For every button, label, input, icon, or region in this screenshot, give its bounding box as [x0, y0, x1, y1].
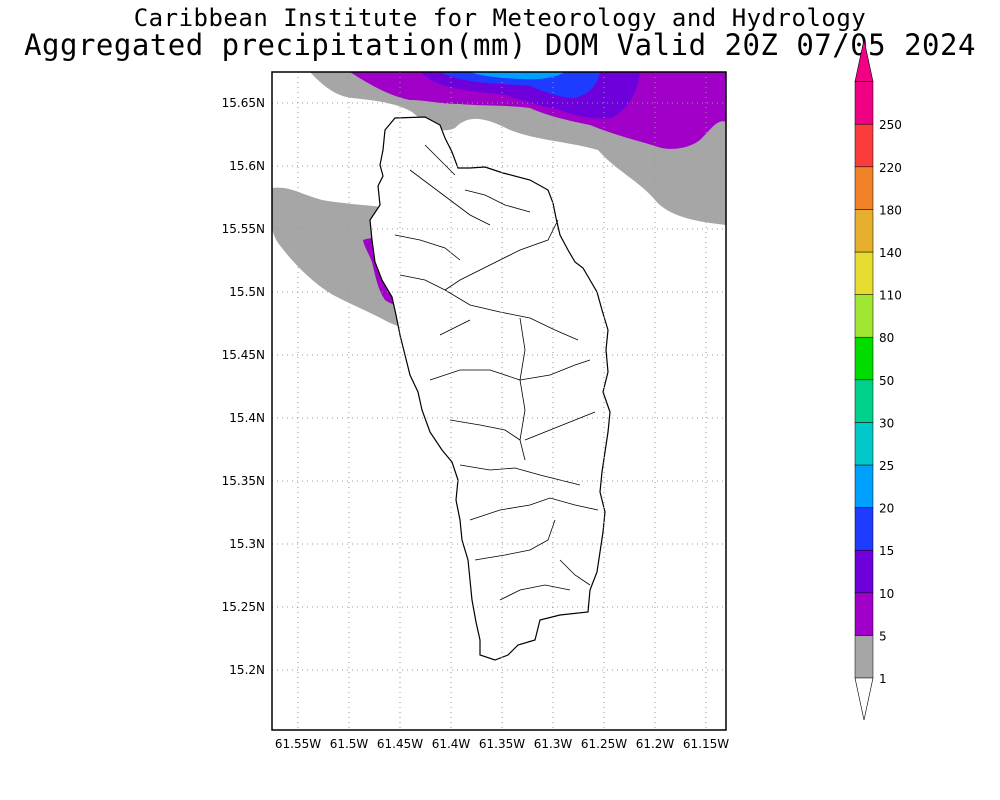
- lat-tick: 15.55N: [222, 222, 265, 236]
- colorbar-label: 5: [879, 629, 887, 643]
- colorbar-label: 15: [879, 544, 894, 558]
- colorbar-label: 10: [879, 587, 894, 601]
- institute-title: Caribbean Institute for Meteorology and …: [133, 4, 867, 32]
- colorbar-swatch: [854, 549, 874, 594]
- lon-tick: 61.35W: [479, 737, 525, 751]
- colorbar-swatch: [854, 294, 874, 338]
- colorbar-label: 180: [879, 203, 902, 217]
- colorbar-swatch: [854, 635, 874, 679]
- colorbar-label: 1: [879, 672, 887, 686]
- colorbar-over-arrow: [854, 39, 874, 82]
- colorbar-swatch: [854, 251, 874, 295]
- longitude-labels: 61.55W 61.5W 61.45W 61.4W 61.35W 61.3W 6…: [275, 737, 729, 751]
- colorbar-swatch: [854, 336, 874, 381]
- colorbar-swatch: [854, 379, 874, 423]
- colorbar-swatch: [854, 464, 874, 508]
- colorbar-label: 80: [879, 331, 894, 345]
- lon-tick: 61.4W: [432, 737, 471, 751]
- lon-tick: 61.3W: [534, 737, 573, 751]
- lon-tick: 61.55W: [275, 737, 321, 751]
- colorbar-swatch: [854, 123, 874, 168]
- basin-boundaries: [394, 144, 599, 601]
- lat-tick: 15.3N: [229, 537, 265, 551]
- colorbar-label: 30: [879, 416, 894, 430]
- colorbar-swatch: [854, 166, 874, 210]
- rain-area-north-20mm: [470, 72, 565, 80]
- colorbar-swatch: [854, 507, 874, 551]
- map-area: [272, 72, 726, 730]
- lat-tick: 15.6N: [229, 159, 265, 173]
- colorbar-label: 220: [879, 161, 902, 175]
- lat-tick: 15.35N: [222, 474, 265, 488]
- map-title: Aggregated precipitation(mm) DOM Valid 2…: [24, 28, 976, 62]
- lat-tick: 15.65N: [222, 96, 265, 110]
- lon-tick: 61.2W: [636, 737, 675, 751]
- colorbar-under-arrow: [854, 677, 874, 721]
- lat-tick: 15.45N: [222, 348, 265, 362]
- lon-tick: 61.5W: [330, 737, 369, 751]
- colorbar-label: 110: [879, 289, 902, 303]
- colorbar-swatch: [854, 592, 874, 636]
- lat-tick: 15.5N: [229, 285, 265, 299]
- lon-tick: 61.25W: [581, 737, 627, 751]
- lat-tick: 15.25N: [222, 600, 265, 614]
- map-frame: [271, 71, 727, 731]
- colorbar-swatch: [854, 81, 874, 125]
- colorbar-label: 20: [879, 502, 894, 516]
- rain-area-north-15mm: [440, 72, 600, 98]
- lat-tick: 15.2N: [229, 663, 265, 677]
- colorbar-label: 140: [879, 246, 902, 260]
- colorbar-swatch: [854, 422, 874, 466]
- latitude-labels: 15.65N 15.6N 15.55N 15.5N 15.45N 15.4N 1…: [222, 96, 265, 677]
- lon-tick: 61.45W: [377, 737, 423, 751]
- grid-lines: [272, 72, 726, 730]
- colorbar-label: 50: [879, 374, 894, 388]
- colorbar-swatch: [854, 209, 874, 253]
- lon-tick: 61.15W: [683, 737, 729, 751]
- colorbar-label: 250: [879, 118, 902, 132]
- colorbar-label: 25: [879, 459, 894, 473]
- island-dominica: [369, 116, 611, 661]
- lat-tick: 15.4N: [229, 411, 265, 425]
